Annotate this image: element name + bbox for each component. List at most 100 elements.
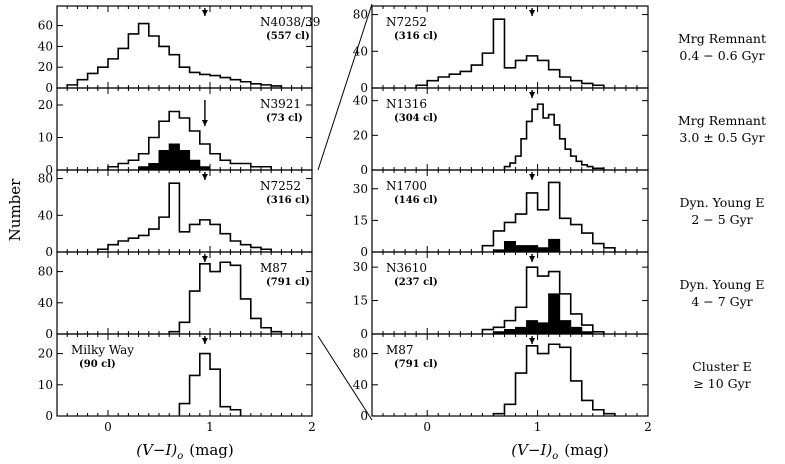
side-label-line2: 3.0 ± 0.5 Gyr <box>679 130 764 145</box>
x-tick-label: 0 <box>423 420 431 434</box>
panel-left-0-arrow-icon <box>201 10 208 16</box>
panel-right-0-histogram-line <box>415 18 605 88</box>
y-tick-label: 30 <box>353 260 368 274</box>
side-label-line1: Mrg Remnant <box>678 31 766 46</box>
panel-left-4-label: Milky Way <box>71 343 134 357</box>
panel-left-3-histogram-line <box>168 261 283 334</box>
panel-left-3-count: (791 cl) <box>266 277 310 288</box>
panel-left-4-frame <box>56 333 313 417</box>
side-label-line2: 2 − 5 Gyr <box>691 212 752 227</box>
x-axis-label-right-main: (V−I) <box>511 441 552 459</box>
y-tick-label: 40 <box>353 94 368 108</box>
panel-right-4-arrow-icon <box>529 338 536 344</box>
panel-left-1: 0 10 20 N3921 (73 cl) <box>38 87 313 177</box>
panel-right-3-arrow-icon <box>529 256 536 262</box>
zoom-connector-lines <box>317 3 373 421</box>
panel-right-2-label: N1700 <box>386 179 427 193</box>
panel-left-0-label: N4038/39 <box>260 15 320 29</box>
panel-left-1-arrow-icon <box>201 120 208 126</box>
panel-right-4-frame <box>371 333 649 417</box>
panel-right-1-count: (304 cl) <box>394 113 438 124</box>
y-tick-label: 80 <box>353 347 368 361</box>
connector-lower <box>317 335 373 421</box>
panel-left-3: 0 40 80 M87 (791 cl) <box>38 251 313 341</box>
y-tick-label: 0 <box>360 245 368 259</box>
side-label-line1: Dyn. Young E <box>680 277 765 292</box>
panel-right-1: 0 20 40 N1316 (304 cl) <box>353 87 649 177</box>
panel-left-1-label: N3921 <box>260 97 301 111</box>
y-tick-label: 40 <box>38 39 53 53</box>
panel-left-0-count: (557 cl) <box>266 31 310 42</box>
y-tick-label: 0 <box>360 81 368 95</box>
connector-upper <box>317 3 373 171</box>
side-label-line1: Cluster E <box>692 359 752 374</box>
x-axis-label-right: (V−I)o (mag) <box>511 441 609 462</box>
y-tick-label: 20 <box>38 98 53 112</box>
side-label-line2: ≥ 10 Gyr <box>693 376 750 391</box>
y-tick-label: 0 <box>360 327 368 341</box>
panel-right-0: 0 40 80 N7252 (316 cl) <box>353 5 649 95</box>
panel-left-2-label: N7252 <box>260 179 301 193</box>
panel-left-4-count: (90 cl) <box>79 359 116 370</box>
x-tick-label: 2 <box>644 420 652 434</box>
panel-left-2: 0 40 80 N7252 (316 cl) <box>38 169 313 259</box>
side-label-line1: Mrg Remnant <box>678 113 766 128</box>
y-tick-label: 40 <box>38 296 53 310</box>
y-tick-label: 80 <box>38 172 53 186</box>
y-tick-label: 0 <box>45 327 53 341</box>
panel-right-2-histogram-line <box>481 181 616 252</box>
x-tick-label: 1 <box>206 420 214 434</box>
y-tick-label: 40 <box>353 44 368 58</box>
panel-left-1-histogram-line <box>107 110 272 170</box>
y-tick-label: 10 <box>38 131 53 145</box>
panel-left-1-count: (73 cl) <box>266 113 303 124</box>
y-tick-label: 0 <box>45 81 53 95</box>
side-label-line1: Dyn. Young E <box>680 195 765 210</box>
panel-right-2-count: (146 cl) <box>394 195 438 206</box>
y-tick-label: 0 <box>360 409 368 423</box>
x-axis-label-left: (V−I)o (mag) <box>136 441 234 462</box>
side-label-line2: 4 − 7 Gyr <box>691 294 752 309</box>
panel-left-4: 0 10 20 Milky Way (90 cl) 0 1 2 <box>38 333 316 434</box>
panel-right-0-count: (316 cl) <box>394 31 438 42</box>
y-tick-label: 20 <box>38 347 53 361</box>
x-axis-label-right-unit: (mag) <box>564 441 608 459</box>
panel-right-0-arrow-icon <box>529 10 536 16</box>
panel-left-4-arrow-icon <box>201 338 208 344</box>
y-tick-label: 10 <box>38 378 53 392</box>
panel-left-1-filled-histogram <box>108 143 272 171</box>
panel-left-4-histogram-line <box>178 352 242 416</box>
panel-right-3-histogram-line <box>481 266 605 334</box>
panel-right-1-label: N1316 <box>386 97 427 111</box>
y-tick-label: 60 <box>38 19 53 33</box>
x-axis-label-left-unit: (mag) <box>189 441 233 459</box>
y-tick-label: 20 <box>38 60 53 74</box>
x-axis-label-left-sub: o <box>177 451 183 462</box>
panel-right-1-histogram-line <box>503 103 605 170</box>
panel-right-3: 0 15 30 N3610 (237 cl) <box>353 251 649 341</box>
side-label-line2: 0.4 − 0.6 Gyr <box>679 48 764 63</box>
x-axis-label-left-main: (V−I) <box>136 441 177 459</box>
panel-right-3-label: N3610 <box>386 261 427 275</box>
y-tick-label: 80 <box>38 265 53 279</box>
y-tick-label: 15 <box>353 213 368 227</box>
panel-left-2-histogram-line <box>97 182 272 252</box>
panel-left-2-count: (316 cl) <box>266 195 310 206</box>
x-tick-label: 0 <box>104 420 112 434</box>
x-tick-label: 2 <box>308 420 316 434</box>
y-tick-label: 40 <box>353 378 368 392</box>
panel-left-2-arrow-icon <box>201 174 208 180</box>
panel-right-4-count: (791 cl) <box>394 359 438 370</box>
y-tick-label: 20 <box>353 128 368 142</box>
y-tick-label: 0 <box>45 163 53 177</box>
y-tick-label: 15 <box>353 294 368 308</box>
panel-right-4: 0 40 80 M87 (791 cl) 0 1 2 <box>353 333 652 434</box>
panel-right-0-label: N7252 <box>386 15 427 29</box>
panel-right-4-label: M87 <box>386 343 414 357</box>
panel-left-3-arrow-icon <box>201 256 208 262</box>
y-tick-label: 80 <box>353 8 368 22</box>
panel-right-1-arrow-icon <box>529 92 536 98</box>
panel-right-3-count: (237 cl) <box>394 277 438 288</box>
